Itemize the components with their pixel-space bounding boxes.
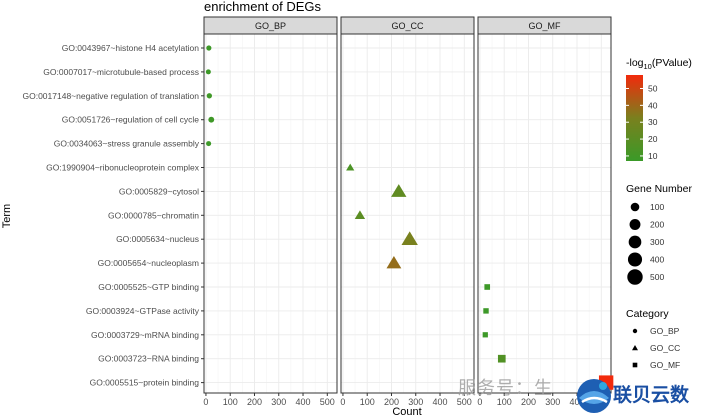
globe-logo-icon — [577, 379, 611, 413]
chart-title: enrichment of DEGs — [204, 0, 322, 14]
data-point-triangle — [401, 231, 418, 246]
panel-go-cc — [340, 33, 475, 394]
data-point-square — [497, 354, 506, 363]
shape-legend-circle-icon — [632, 328, 638, 334]
y-tick-label: GO:0007017~microtubule-based process — [43, 67, 199, 77]
y-tick-label: GO:0003729~mRNA binding — [91, 330, 199, 340]
data-point-circle — [208, 116, 215, 123]
size-legend-symbol — [629, 219, 641, 230]
panel-go-bp — [203, 33, 338, 394]
x-tick-label: 300 — [545, 397, 560, 407]
data-point-triangle — [391, 184, 407, 197]
size-legend-symbol — [630, 202, 640, 212]
color-scale-tick-label: 40 — [648, 100, 658, 110]
y-tick-label: GO:0005654~nucleoplasm — [98, 258, 199, 268]
x-tick-label: 400 — [296, 397, 311, 407]
color-legend-title: -log10(PValue) — [626, 57, 692, 71]
shape-legend-title: Category — [626, 308, 669, 320]
x-tick-label: 0 — [203, 397, 208, 407]
data-point-circle — [206, 45, 212, 51]
size-legend-symbol — [628, 235, 642, 249]
facet-label: GO_BP — [255, 21, 286, 31]
shape-legend-label: GO_CC — [650, 343, 680, 353]
y-tick-label: GO:0005829~cytosol — [119, 186, 199, 196]
logo-text: 联贝云数 — [613, 384, 690, 406]
facet-label: GO_MF — [528, 21, 561, 31]
panel-go-mf — [477, 33, 612, 394]
data-point-triangle — [346, 163, 355, 171]
y-tick-label: GO:0005525~GTP binding — [98, 282, 199, 292]
color-scale-tick-label: 30 — [648, 117, 658, 127]
x-tick-label: 0 — [340, 397, 345, 407]
x-tick-label: 300 — [408, 397, 423, 407]
y-tick-label: GO:1990904~ribonucleoprotein complex — [46, 163, 200, 173]
y-tick-label: GO:0051726~regulation of cell cycle — [62, 115, 200, 125]
brand-logo: 联贝云数 — [573, 374, 704, 419]
shape-legend-square-icon — [632, 362, 638, 368]
size-legend-label: 500 — [650, 272, 664, 282]
y-tick-label: GO:0003924~GTPase activity — [86, 306, 200, 316]
x-tick-label: 100 — [360, 397, 375, 407]
data-point-square — [482, 332, 488, 338]
facet-strip — [477, 16, 612, 35]
facet-label: GO_CC — [391, 21, 424, 31]
size-legend-label: 100 — [650, 202, 664, 212]
color-scale-tick-label: 20 — [648, 134, 658, 144]
data-point-square — [483, 308, 489, 314]
size-legend-symbol — [627, 269, 643, 285]
y-tick-label: GO:0003723~RNA binding — [98, 354, 199, 364]
x-tick-label: 400 — [433, 397, 448, 407]
x-tick-label: 500 — [320, 397, 335, 407]
x-tick-label: 500 — [457, 397, 472, 407]
size-legend-symbol — [627, 252, 643, 267]
y-tick-label: GO:0000785~chromatin — [108, 210, 199, 220]
x-tick-label: 100 — [223, 397, 238, 407]
y-axis-label: Term — [1, 204, 13, 228]
shape-legend-label: GO_BP — [650, 326, 680, 336]
data-point-square — [484, 284, 491, 290]
x-tick-label: 200 — [384, 397, 399, 407]
x-tick-label: 0 — [477, 397, 482, 407]
size-legend-label: 400 — [650, 255, 664, 265]
x-tick-label: 200 — [247, 397, 262, 407]
size-legend-label: 300 — [650, 237, 664, 247]
shape-legend-triangle-icon — [632, 345, 638, 351]
y-tick-label: GO:0043967~histone H4 acetylation — [62, 43, 200, 53]
watermark-text: 服务号：生 — [458, 378, 553, 399]
size-legend-title: Gene Number — [626, 183, 692, 195]
data-point-triangle — [354, 210, 366, 219]
facet-strip — [203, 16, 338, 35]
facet-strip — [340, 16, 475, 35]
x-tick-label: 100 — [497, 397, 512, 407]
data-point-circle — [206, 141, 212, 147]
shape-legend-label: GO_MF — [650, 360, 680, 370]
x-axis-label: Count — [392, 406, 421, 418]
data-point-triangle — [386, 256, 402, 269]
data-point-circle — [206, 93, 212, 99]
data-point-circle — [205, 69, 211, 75]
y-tick-label: GO:0005634~nucleus — [116, 234, 199, 244]
x-tick-label: 300 — [271, 397, 286, 407]
color-scale-tick-label: 50 — [648, 83, 658, 93]
size-legend-label: 200 — [650, 220, 664, 230]
x-tick-label: 400 — [570, 397, 585, 407]
color-scale-bar — [626, 75, 643, 161]
y-tick-label: GO:0005515~protein binding — [90, 378, 200, 388]
x-tick-label: 200 — [521, 397, 536, 407]
color-scale-tick-label: 10 — [648, 151, 658, 161]
y-tick-label: GO:0017148~negative regulation of transl… — [23, 91, 200, 101]
y-tick-label: GO:0034063~stress granule assembly — [54, 139, 200, 149]
